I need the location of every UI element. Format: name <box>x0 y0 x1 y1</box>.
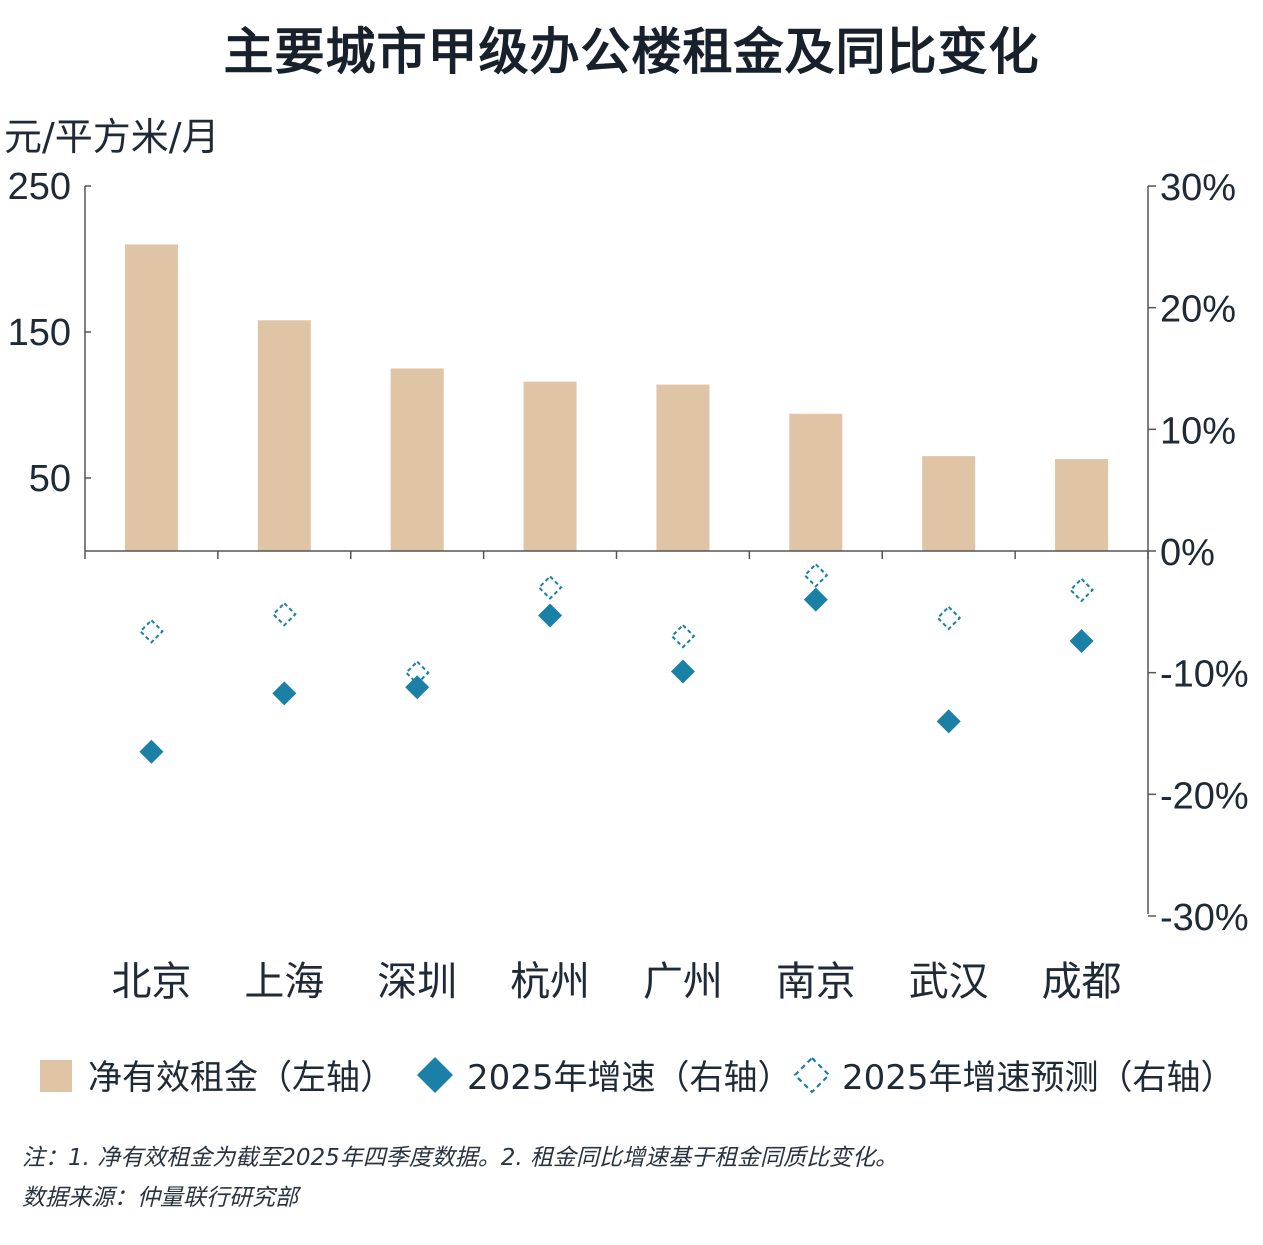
category-label-3: 杭州 <box>510 959 590 1005</box>
legend-diamond-forecast-icon <box>793 1055 831 1094</box>
category-label-4: 广州 <box>643 959 723 1005</box>
left-tick-label-0: 50 <box>29 458 71 500</box>
growth-diamond-4 <box>670 659 695 684</box>
bar-1 <box>257 320 311 551</box>
legend-item-bar: 净有效租金（左轴） <box>40 1050 394 1099</box>
forecast-diamond-1 <box>271 601 297 627</box>
right-tick-label-2: 10% <box>1160 410 1236 452</box>
growth-diamond-7 <box>1069 629 1094 654</box>
left-axis-unit: 元/平方米/月 <box>4 115 220 159</box>
bar-4 <box>656 384 710 551</box>
growth-diamond-1 <box>272 681 297 706</box>
category-label-1: 上海 <box>244 959 324 1005</box>
left-tick-label-1: 150 <box>8 312 71 354</box>
legend-label-diamond: 2025年增速（右轴） <box>467 1058 792 1098</box>
right-tick-label-6: -30% <box>1160 897 1249 939</box>
growth-diamond-3 <box>538 603 563 628</box>
legend-label-diamond-forecast: 2025年增速预测（右轴） <box>842 1058 1235 1098</box>
bar-6 <box>922 456 976 551</box>
growth-diamond-6 <box>936 709 961 734</box>
category-label-2: 深圳 <box>377 959 457 1005</box>
forecast-diamond-6 <box>936 605 962 631</box>
forecast-diamond-3 <box>537 575 563 600</box>
category-label-7: 成都 <box>1042 959 1122 1005</box>
bar-5 <box>789 413 843 551</box>
right-tick-label-0: 30% <box>1160 167 1236 209</box>
right-tick-label-1: 20% <box>1160 289 1236 331</box>
left-tick-label-2: 250 <box>8 166 71 208</box>
forecast-diamond-7 <box>1069 577 1094 603</box>
chart-title: 主要城市甲级办公楼租金及同比变化 <box>223 23 1040 81</box>
category-label-0: 北京 <box>111 959 191 1005</box>
growth-diamond-2 <box>405 675 430 700</box>
legend-diamond-icon <box>417 1056 453 1093</box>
legend-item-diamond: 2025年增速（右轴） <box>415 1050 792 1099</box>
forecast-diamond-4 <box>670 623 696 649</box>
forecast-diamond-5 <box>803 562 829 588</box>
bar-3 <box>523 381 577 551</box>
footnote: 注：1. 净有效租金为截至2025年四季度数据。2. 租金同比增速基于租金同质比… <box>22 1145 899 1171</box>
bar-0 <box>124 244 178 551</box>
category-label-5: 南京 <box>776 959 856 1005</box>
legend-bar-swatch <box>40 1059 72 1092</box>
source-note: 数据来源：仲量联行研究部 <box>22 1185 298 1211</box>
bar-7 <box>1055 459 1109 551</box>
right-tick-label-3: 0% <box>1160 532 1215 574</box>
bar-2 <box>390 368 444 551</box>
legend-item-diamond-forecast: 2025年增速预测（右轴） <box>792 1050 1235 1099</box>
right-tick-label-4: -10% <box>1160 654 1249 696</box>
growth-diamond-5 <box>803 587 828 612</box>
category-label-6: 武汉 <box>909 959 989 1005</box>
growth-diamond-0 <box>139 739 164 764</box>
right-tick-label-5: -20% <box>1160 775 1249 817</box>
forecast-diamond-0 <box>139 618 164 644</box>
legend-label-bar: 净有效租金（左轴） <box>88 1058 394 1098</box>
